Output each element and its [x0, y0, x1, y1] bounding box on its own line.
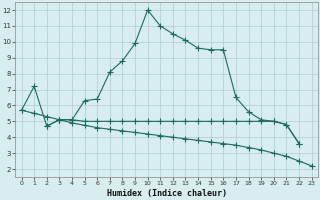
X-axis label: Humidex (Indice chaleur): Humidex (Indice chaleur) [107, 189, 227, 198]
